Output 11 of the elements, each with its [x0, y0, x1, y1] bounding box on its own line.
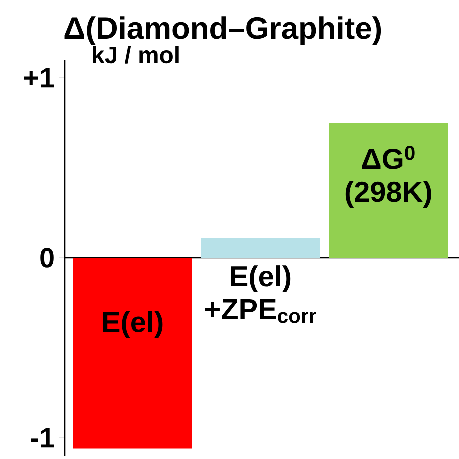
x-tick-label: E(el) +ZPE$_{corr}$: [205, 266, 316, 324]
chart-title: Δ(Diamond–Graphite): [64, 16, 382, 46]
y-tick-label: +1: [24, 68, 54, 88]
y-tick-label: 0: [40, 248, 54, 268]
x-tick-label: E(el): [103, 311, 163, 338]
bar: [201, 238, 320, 258]
bar: [73, 258, 192, 449]
bar: [329, 122, 448, 258]
y-tick-label: -1: [31, 428, 54, 448]
x-tick-label: ΔG$^{0}$ (298K): [346, 146, 432, 208]
y-axis-title: kJ / mol: [93, 46, 179, 64]
